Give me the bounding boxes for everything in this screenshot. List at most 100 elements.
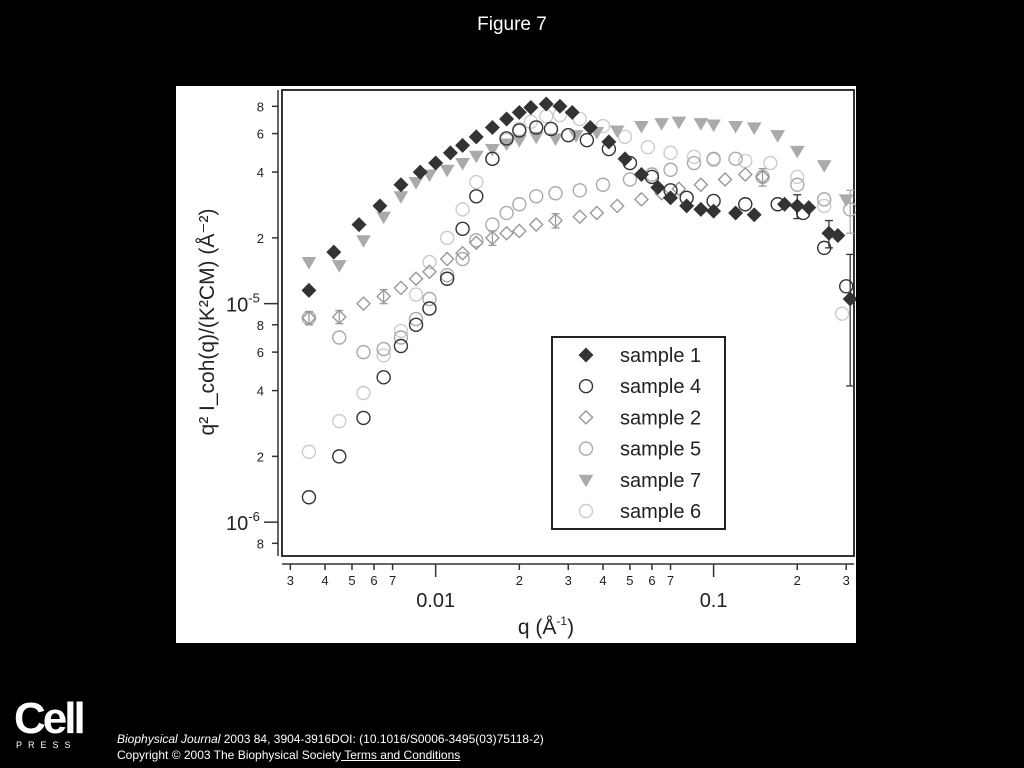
- x-major-tick-label: 0.1: [700, 590, 728, 612]
- y-major-tick-exponent: -5: [248, 291, 260, 306]
- data-point-sample-1: [663, 190, 679, 206]
- x-tick-label: 5: [348, 573, 355, 588]
- x-tick-label: 6: [370, 573, 377, 588]
- data-point-sample-1: [706, 203, 722, 219]
- data-point-sample-6: [455, 202, 470, 217]
- data-point-sample-2: [301, 310, 317, 326]
- data-point-sample-7: [654, 118, 669, 131]
- copyright-text: Copyright © 2003 The Biophysical Society: [117, 748, 342, 762]
- data-point-sample-7: [301, 257, 317, 270]
- data-point-sample-5: [469, 233, 484, 248]
- y-tick-label: 6: [257, 127, 264, 142]
- data-point-sample-4: [485, 151, 500, 167]
- data-point-sample-1: [746, 207, 762, 223]
- legend-marker: [578, 347, 594, 363]
- data-point-sample-1: [301, 282, 317, 298]
- data-point-sample-5: [376, 341, 391, 357]
- data-point-sample-5: [356, 344, 371, 360]
- data-point-sample-7: [376, 211, 392, 225]
- data-point-sample-6: [763, 155, 778, 171]
- data-point-sample-5: [842, 202, 856, 217]
- data-point-sample-2: [393, 280, 409, 296]
- data-point-sample-1: [326, 244, 342, 260]
- y-major-tick-label: 10-5: [226, 291, 260, 317]
- x-tick-label: 2: [516, 573, 523, 588]
- data-point-sample-1: [499, 111, 515, 127]
- legend-label: sample 6: [620, 501, 701, 523]
- data-point-sample-6: [834, 306, 850, 321]
- data-point-sample-6: [663, 145, 678, 161]
- data-point-sample-1: [679, 198, 695, 214]
- data-point-sample-2: [693, 177, 709, 193]
- legend-marker: [578, 379, 594, 394]
- data-point-sample-7: [838, 194, 854, 207]
- data-point-sample-4: [439, 271, 455, 286]
- data-point-sample-1: [789, 198, 805, 214]
- data-point-sample-7: [356, 235, 371, 248]
- data-point-sample-5: [595, 177, 611, 192]
- data-point-sample-2: [548, 213, 564, 229]
- data-point-sample-5: [439, 267, 455, 283]
- data-point-sample-2: [455, 245, 471, 261]
- data-point-sample-6: [408, 287, 424, 302]
- y-tick-label: 8: [257, 99, 264, 114]
- figure-title: Figure 7: [477, 14, 547, 35]
- legend-label: sample 5: [620, 439, 701, 461]
- y-major-tick-base: 10: [226, 295, 248, 317]
- data-point-sample-5: [455, 251, 470, 267]
- data-point-sample-1: [601, 134, 617, 150]
- data-point-sample-2: [468, 235, 484, 251]
- data-series: [301, 96, 856, 505]
- data-point-sample-5: [728, 151, 743, 167]
- logo-word: Cell: [14, 694, 86, 743]
- x-tick-label: 4: [321, 573, 328, 588]
- citation-details: 2003 84, 3904-3916DOI: (10.1016/S0006-34…: [220, 732, 544, 746]
- data-point-sample-7: [439, 164, 455, 178]
- data-point-sample-4: [528, 120, 544, 135]
- data-point-sample-2: [511, 223, 527, 239]
- data-point-sample-2: [717, 171, 733, 187]
- data-point-sample-7: [485, 143, 500, 157]
- data-point-sample-1: [728, 205, 744, 221]
- terms-link[interactable]: Terms and Conditions: [341, 748, 461, 762]
- y-major-tick-label: 10-6: [226, 509, 260, 535]
- data-point-sample-7: [568, 130, 584, 143]
- citation: Biophysical Journal 2003 84, 3904-3916DO…: [117, 731, 544, 763]
- data-point-sample-4: [543, 121, 559, 137]
- data-point-sample-1: [842, 291, 856, 307]
- data-point-sample-6: [356, 385, 371, 401]
- data-point-sample-2: [755, 169, 771, 185]
- data-point-sample-1: [617, 151, 633, 167]
- data-point-sample-2: [528, 217, 544, 233]
- data-point-sample-7: [770, 130, 786, 143]
- data-point-sample-1: [650, 180, 666, 195]
- data-point-sample-6: [393, 323, 409, 339]
- x-axis-label-exponent: -1: [556, 614, 567, 628]
- legend-label: sample 7: [620, 470, 701, 492]
- data-point-sample-4: [408, 317, 424, 333]
- data-point-sample-5: [408, 311, 424, 327]
- data-point-sample-4: [332, 449, 347, 464]
- data-point-sample-5: [393, 330, 409, 345]
- y-tick-label: 8: [257, 536, 264, 551]
- data-point-sample-2: [439, 251, 455, 267]
- series-sample-5: [301, 151, 856, 360]
- data-point-sample-5: [512, 197, 527, 212]
- x-tick-label: 5: [626, 573, 633, 588]
- citation-line: Biophysical Journal 2003 84, 3904-3916DO…: [117, 731, 544, 747]
- y-tick-label: 8: [257, 318, 264, 333]
- data-point-sample-5: [706, 151, 721, 167]
- data-point-sample-1: [582, 119, 598, 135]
- data-point-sample-6: [617, 129, 633, 145]
- series-sample-1: [301, 96, 856, 387]
- legend-marker: [578, 441, 594, 456]
- x-tick-label: 2: [794, 573, 801, 588]
- data-point-sample-5: [528, 189, 544, 204]
- y-tick-label: 2: [257, 449, 264, 464]
- data-point-sample-4: [469, 189, 484, 204]
- data-point-sample-7: [528, 131, 544, 145]
- data-point-sample-1: [351, 217, 367, 233]
- y-major-tick-base: 10: [226, 513, 248, 535]
- data-point-sample-1: [777, 196, 793, 212]
- data-point-sample-1: [372, 198, 388, 214]
